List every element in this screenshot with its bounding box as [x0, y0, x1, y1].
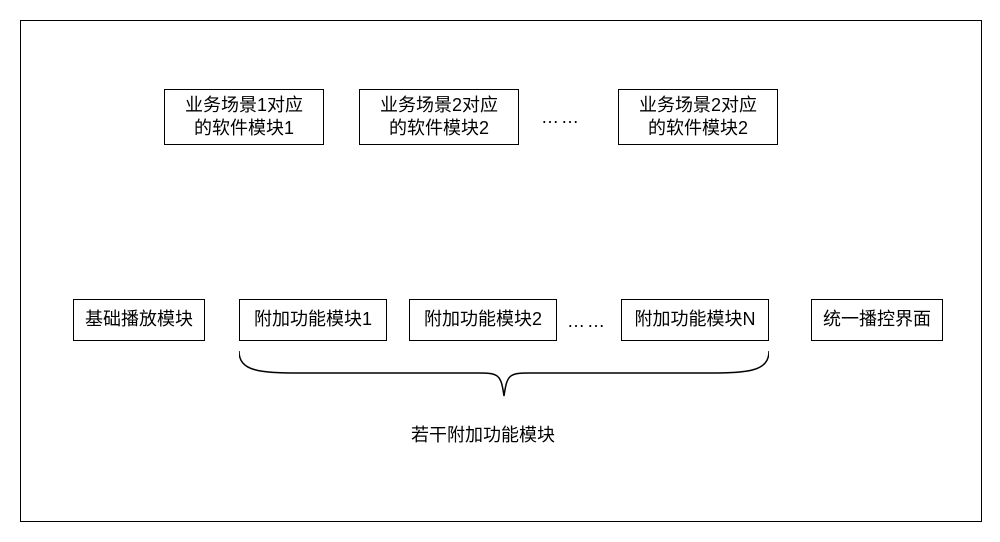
- diagram-canvas: 业务场景1对应的软件模块1 业务场景2对应的软件模块2 …… 业务场景2对应的软…: [20, 20, 982, 522]
- scenario-box-1: 业务场景1对应的软件模块1: [164, 89, 324, 145]
- brace-caption: 若干附加功能模块: [411, 421, 555, 447]
- scenario-box-2-label: 业务场景2对应的软件模块2: [380, 94, 498, 141]
- scenario-box-1-label: 业务场景1对应的软件模块1: [185, 94, 303, 141]
- scenario-box-3: 业务场景2对应的软件模块2: [618, 89, 778, 145]
- row2-ellipsis: ……: [567, 311, 607, 332]
- unified-ui-box: 统一播控界面: [811, 299, 943, 341]
- addon-module-1-label: 附加功能模块1: [254, 308, 372, 331]
- brace-icon: [239, 351, 769, 401]
- unified-ui-label: 统一播控界面: [823, 308, 931, 331]
- addon-module-2-box: 附加功能模块2: [409, 299, 557, 341]
- addon-module-n-box: 附加功能模块N: [621, 299, 769, 341]
- addon-module-n-label: 附加功能模块N: [635, 308, 756, 331]
- base-play-module-label: 基础播放模块: [85, 308, 193, 331]
- base-play-module-box: 基础播放模块: [73, 299, 205, 341]
- scenario-box-3-label: 业务场景2对应的软件模块2: [639, 94, 757, 141]
- row1-ellipsis: ……: [541, 107, 581, 128]
- addon-module-2-label: 附加功能模块2: [424, 308, 542, 331]
- addon-module-1-box: 附加功能模块1: [239, 299, 387, 341]
- scenario-box-2: 业务场景2对应的软件模块2: [359, 89, 519, 145]
